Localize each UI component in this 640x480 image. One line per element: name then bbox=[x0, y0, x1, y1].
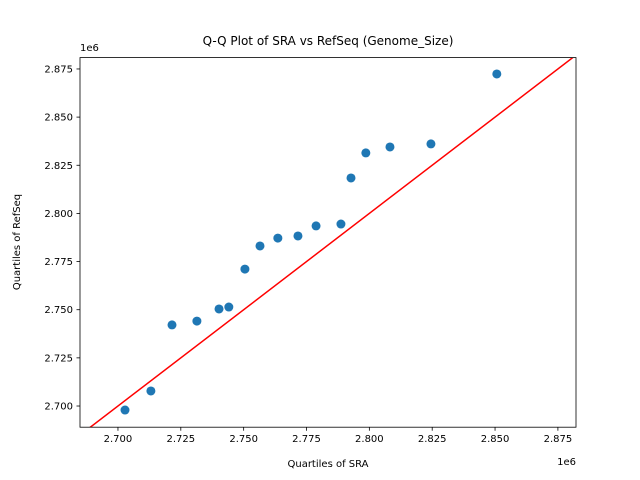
point bbox=[361, 148, 371, 158]
point bbox=[311, 221, 321, 231]
y-tick-label: 2.775 bbox=[44, 257, 73, 268]
x-tick-label: 2.875 bbox=[544, 434, 573, 445]
point bbox=[146, 386, 156, 396]
point bbox=[192, 316, 202, 326]
point bbox=[167, 320, 177, 330]
y-axis-label: Quartiles of RefSeq bbox=[12, 194, 23, 290]
x-tick-label: 2.775 bbox=[292, 434, 321, 445]
y-tick-label: 2.800 bbox=[44, 209, 73, 220]
x-offset-label: 1e6 bbox=[557, 457, 576, 468]
reference-line bbox=[89, 57, 574, 428]
x-tick-label: 2.825 bbox=[418, 434, 447, 445]
point bbox=[346, 173, 356, 183]
point bbox=[255, 241, 265, 251]
x-tick-label: 2.750 bbox=[229, 434, 258, 445]
point bbox=[385, 142, 395, 152]
y-offset-label: 1e6 bbox=[80, 43, 99, 54]
point bbox=[273, 233, 283, 243]
x-tick-label: 2.850 bbox=[481, 434, 510, 445]
point bbox=[224, 302, 234, 312]
point bbox=[426, 139, 436, 149]
point bbox=[293, 231, 303, 241]
point bbox=[214, 304, 224, 314]
point bbox=[336, 219, 346, 229]
plot-frame bbox=[79, 57, 577, 428]
y-tick-label: 2.750 bbox=[44, 305, 73, 316]
x-tick-label: 2.800 bbox=[355, 434, 384, 445]
point bbox=[240, 264, 250, 274]
x-tick-label: 2.725 bbox=[166, 434, 195, 445]
point bbox=[492, 69, 502, 79]
x-axis-label: Quartiles of SRA bbox=[287, 459, 368, 470]
x-tick-label: 2.700 bbox=[104, 434, 133, 445]
chart-title: Q-Q Plot of SRA vs RefSeq (Genome_Size) bbox=[203, 34, 454, 48]
y-tick-label: 2.700 bbox=[44, 402, 73, 413]
y-tick-label: 2.825 bbox=[44, 161, 73, 172]
y-tick-label: 2.850 bbox=[44, 113, 73, 124]
plot-area bbox=[89, 57, 574, 428]
point bbox=[120, 405, 130, 415]
y-tick-label: 2.875 bbox=[44, 64, 73, 75]
y-tick-label: 2.725 bbox=[44, 353, 73, 364]
